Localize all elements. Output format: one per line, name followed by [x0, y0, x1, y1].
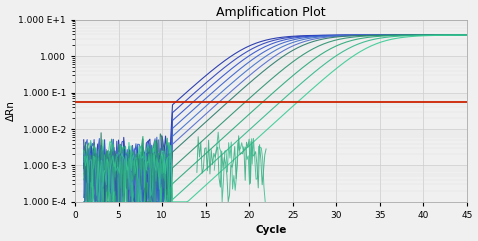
Title: Amplification Plot: Amplification Plot — [216, 6, 326, 19]
X-axis label: Cycle: Cycle — [255, 225, 286, 235]
Y-axis label: ΔRn: ΔRn — [6, 100, 16, 121]
